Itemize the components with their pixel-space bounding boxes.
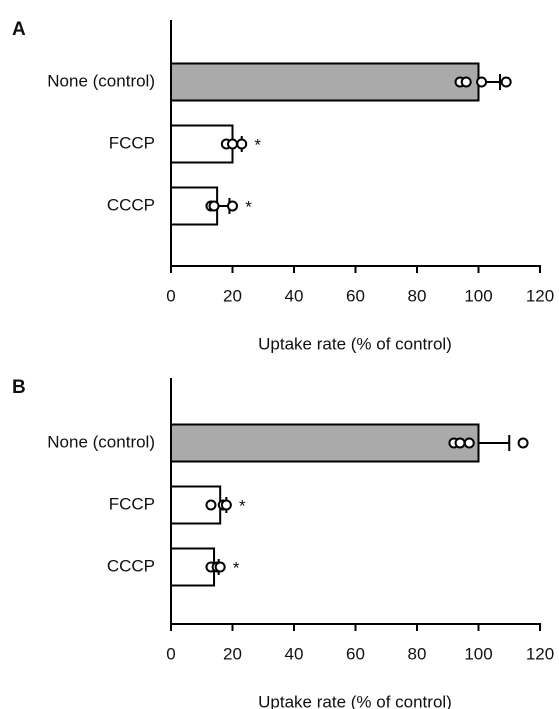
x-tick-label: 120 — [526, 644, 554, 663]
significance-marker: * — [254, 135, 261, 154]
data-point — [227, 200, 238, 212]
x-axis-label: Uptake rate (% of control) — [258, 692, 452, 709]
data-point — [517, 437, 529, 449]
category-label: None (control) — [47, 432, 155, 451]
data-point — [236, 138, 248, 150]
x-tick-label: 60 — [346, 286, 365, 305]
bar — [170, 423, 480, 463]
x-tick-label: 0 — [166, 286, 175, 305]
data-point — [463, 437, 475, 449]
significance-marker: * — [245, 197, 252, 216]
x-tick-label: 100 — [464, 644, 492, 663]
category-label: CCCP — [107, 195, 155, 214]
x-tick-label: 80 — [408, 286, 427, 305]
category-label: None (control) — [47, 71, 155, 90]
data-point — [227, 138, 238, 150]
x-tick-label: 80 — [408, 644, 427, 663]
category-label: FCCP — [109, 133, 155, 152]
error-bar — [478, 435, 511, 451]
category-label: CCCP — [107, 556, 155, 575]
bar — [170, 62, 480, 102]
x-tick-label: 40 — [285, 286, 304, 305]
x-tick-label: 40 — [285, 644, 304, 663]
x-tick-label: 0 — [166, 644, 175, 663]
data-point — [220, 499, 232, 511]
x-tick-label: 60 — [346, 644, 365, 663]
bar — [170, 547, 216, 587]
panel-label: B — [12, 377, 26, 398]
data-point — [208, 200, 220, 212]
x-tick-label: 100 — [464, 286, 492, 305]
data-point — [454, 437, 466, 449]
x-tick-label: 120 — [526, 286, 554, 305]
x-tick-label: 20 — [223, 644, 242, 663]
panel-label: A — [12, 19, 26, 40]
bar — [170, 186, 219, 226]
data-point — [460, 76, 472, 88]
data-point — [205, 499, 217, 511]
significance-marker: * — [233, 558, 240, 577]
significance-marker: * — [239, 496, 246, 515]
data-point — [476, 76, 488, 88]
x-axis-label: Uptake rate (% of control) — [258, 334, 452, 353]
category-label: FCCP — [109, 494, 155, 513]
data-point — [214, 561, 226, 573]
x-tick-label: 20 — [223, 286, 242, 305]
data-point — [500, 76, 512, 88]
